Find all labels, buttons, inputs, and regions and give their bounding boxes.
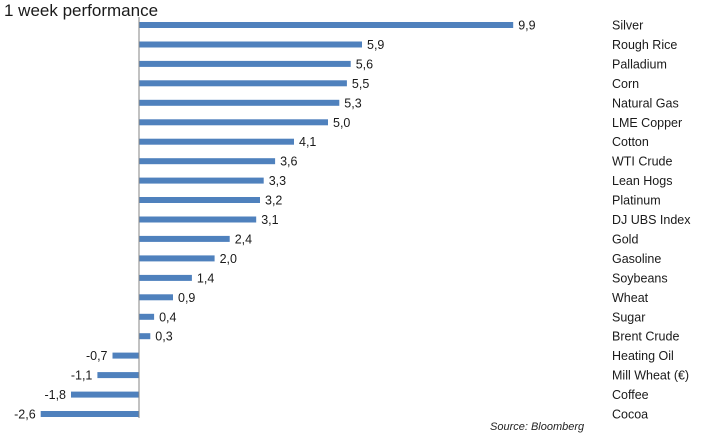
bar-value-label: -1,8: [44, 388, 66, 402]
category-label: Gold: [612, 232, 638, 246]
category-labels-layer: Silver Rough Rice Palladium Corn Natural Gas…: [612, 19, 691, 422]
category-label: Lean Hogs: [612, 174, 672, 188]
bar-value-label: 4,1: [299, 135, 316, 149]
bar-value-label: 3,2: [265, 194, 282, 208]
bar: [139, 60, 351, 67]
bar: [40, 411, 140, 417]
bar: [139, 22, 514, 28]
bar: [139, 333, 151, 340]
category-label: LME Copper: [612, 116, 682, 130]
bar: [71, 391, 139, 398]
bar-value-label: 5,0: [333, 116, 350, 130]
category-label: Gasoline: [612, 252, 661, 266]
category-label: Brent Crude: [612, 330, 679, 344]
bar: [139, 197, 260, 203]
chart-title: 1 week performance: [4, 1, 159, 20]
category-label: Soybeans: [612, 271, 668, 285]
bar: [139, 255, 215, 262]
bar-value-label: 2,4: [235, 232, 252, 246]
bar-value-label: 3,6: [280, 155, 297, 169]
bar-value-label: 0,4: [159, 310, 176, 324]
bar: [139, 274, 192, 281]
category-label: Wheat: [612, 291, 649, 305]
category-label: Palladium: [612, 57, 667, 71]
bar-value-label: 5,5: [352, 77, 369, 91]
bar-value-label: 3,3: [269, 174, 286, 188]
bar: [112, 352, 139, 359]
category-label: Mill Wheat (€): [612, 369, 689, 383]
bar: [139, 313, 155, 320]
category-label: Rough Rice: [612, 38, 677, 52]
bar: [97, 372, 139, 379]
bar: [139, 41, 362, 48]
category-label: Platinum: [612, 194, 661, 208]
bar: [139, 138, 294, 145]
bar-value-label: -2,6: [14, 408, 36, 422]
bar: [139, 158, 276, 165]
category-label: Coffee: [612, 388, 649, 402]
bar-value-label: -1,1: [71, 369, 93, 383]
bar: [139, 294, 173, 301]
bar-value-label: 3,1: [261, 213, 278, 227]
bar: [139, 119, 328, 126]
bar-value-label: 9,9: [518, 19, 535, 33]
bar: [139, 235, 230, 242]
category-label: WTI Crude: [612, 155, 672, 169]
bar-value-label: 1,4: [197, 271, 214, 285]
category-label: DJ UBS Index: [612, 213, 691, 227]
bar: [139, 177, 264, 184]
category-label: Silver: [612, 19, 643, 33]
value-labels-layer: 9,9 5,9 5,6 5,5 5,3 5,0 4,13,6 3,3 3,2 3,1 2,4 2,0 1…: [14, 19, 535, 422]
bar: [139, 99, 340, 106]
bar: [139, 80, 347, 87]
category-label: Corn: [612, 77, 639, 91]
bar-value-label: 5,9: [367, 38, 384, 52]
bar-value-label: 5,3: [344, 96, 361, 110]
source-note: Source: Bloomberg: [490, 421, 585, 433]
bar-value-label: -0,7: [86, 349, 108, 363]
category-label: Heating Oil: [612, 349, 674, 363]
category-label: Natural Gas: [612, 96, 679, 110]
category-label: Sugar: [612, 310, 645, 324]
bar-value-label: 2,0: [220, 252, 237, 266]
category-label: Cotton: [612, 135, 649, 149]
bar: [139, 216, 257, 223]
bar-value-label: 5,6: [356, 57, 373, 71]
bar-value-label: 0,3: [155, 330, 172, 344]
category-label: Cocoa: [612, 408, 648, 422]
bar-value-label: 0,9: [178, 291, 195, 305]
bars-layer: [40, 22, 514, 417]
